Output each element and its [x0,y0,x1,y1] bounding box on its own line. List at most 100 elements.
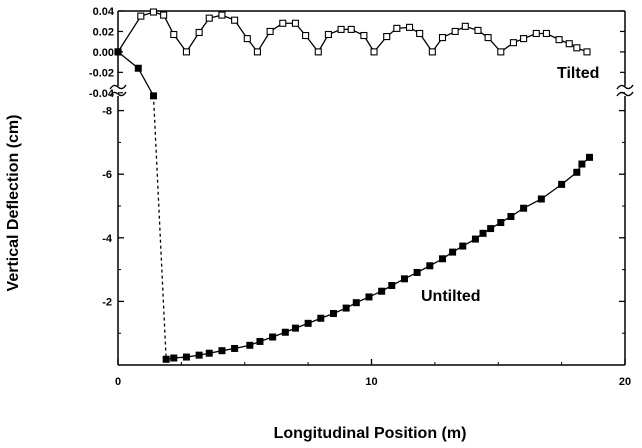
untilted-point-18 [342,304,350,312]
untilted-point-1 [134,64,142,72]
x-tick-label-0: 0 [115,376,121,388]
tilted-point-2 [149,8,158,16]
tilted-point-13 [279,19,287,27]
untilted-point-15 [304,319,312,327]
untilted-point-26 [438,255,446,263]
tilted-point-33 [509,39,518,47]
untilted-point-25 [426,262,434,270]
y-upper-tick-label-3: -0.02 [89,67,114,79]
untilted-point-14 [291,324,299,332]
tilted-point-7 [205,14,213,22]
untilted-point-3 [162,355,170,363]
axes [109,10,634,366]
tilted-point-26 [428,48,436,56]
untilted-point-35 [537,195,545,203]
untilted-point-39 [586,153,594,161]
untilted-point-33 [507,212,515,220]
tilted-point-9 [231,16,239,24]
tilted-point-39 [573,44,581,52]
y-upper-tick-label-0: 0.04 [93,6,115,18]
untilted-point-9 [231,344,239,352]
untilted-point-2 [149,92,157,100]
y-lower-tick-label-0: -2 [102,296,112,308]
tilted-point-18 [337,25,345,33]
y-lower-tick-label-1: -4 [102,233,113,245]
untilted-point-36 [558,180,566,188]
untilted-point-13 [281,328,289,336]
tilted-point-36 [542,29,550,38]
y-upper-tick-label-2: 0.00 [93,47,114,59]
untilted-point-21 [378,287,386,295]
tilted-point-14 [291,19,300,27]
x-tick-label-2: 20 [619,376,631,388]
x-tick-label-1: 10 [365,376,377,388]
ticks: 0 10 20 0.04 0.02 0.00 -0.02 -0.04 -2 -4 -6 -8 [89,6,631,388]
tilted-point-34 [520,35,528,43]
tilted-point-19 [347,25,355,33]
untilted-point-24 [413,268,421,276]
tilted-point-32 [497,48,505,56]
untilted-line-upper [117,51,155,97]
tilted-point-38 [565,40,573,48]
tilted-point-1 [137,12,145,20]
untilted-break-link [152,95,167,360]
tilted-point-6 [195,28,203,37]
untilted-point-11 [256,337,264,345]
untilted-point-10 [246,341,254,349]
axis-break-right-b [616,91,634,97]
untilted-point-12 [269,333,277,341]
tilted-point-37 [555,36,563,44]
untilted-point-4 [170,354,178,362]
untilted-point-6 [195,351,203,359]
untilted-point-27 [449,248,457,256]
tilted-point-11 [253,48,261,56]
untilted-point-17 [329,309,337,317]
untilted-point-23 [400,275,408,283]
untilted-point-29 [471,235,479,243]
untilted-point-31 [487,225,495,233]
tilted-point-31 [484,34,492,42]
tilted-point-28 [451,27,459,35]
untilted-point-16 [317,314,325,322]
tilted-point-17 [324,30,332,39]
untilted-point-20 [365,293,373,301]
untilted-point-28 [459,242,467,250]
x-axis-title: Longitudinal Position (m) [274,425,467,442]
tilted-point-15 [302,31,310,40]
y-lower-tick-label-3: -8 [102,106,112,118]
tilted-point-22 [383,33,391,41]
tilted-point-16 [314,48,322,56]
untilted-point-22 [388,282,396,289]
tilted-point-35 [532,29,540,38]
untilted-point-37 [573,168,581,176]
y-lower-tick-label-2: -6 [102,169,112,181]
untilted-point-38 [578,160,586,168]
tilted-point-23 [393,24,401,32]
untilted-point-32 [497,219,505,227]
axis-break-right-a [616,84,634,90]
untilted-point-7 [205,349,213,357]
series [114,8,594,363]
untilted-line-lower [166,156,590,360]
tilted-point-3 [160,11,168,19]
untilted-label: Untilted [421,288,481,305]
untilted-point-8 [218,347,226,355]
tilted-point-30 [474,26,482,34]
tilted-point-8 [218,11,226,19]
tilted-point-21 [370,48,378,56]
untilted-point-5 [182,353,190,361]
tilted-point-4 [170,30,178,39]
y-upper-tick-label-4: -0.04 [89,88,115,100]
tilted-point-24 [405,23,414,31]
tilted-point-29 [461,22,469,30]
tilted-point-25 [416,29,424,38]
y-axis-title: Vertical Deflection (cm) [5,115,22,292]
tilted-point-20 [360,31,368,40]
axis-break-left-b [109,91,127,97]
tilted-point-5 [182,48,190,56]
axis-break-left-a [109,84,127,90]
untilted-point-30 [479,229,487,237]
untilted-point-0 [114,48,122,56]
tilted-label: Tilted [557,65,599,82]
